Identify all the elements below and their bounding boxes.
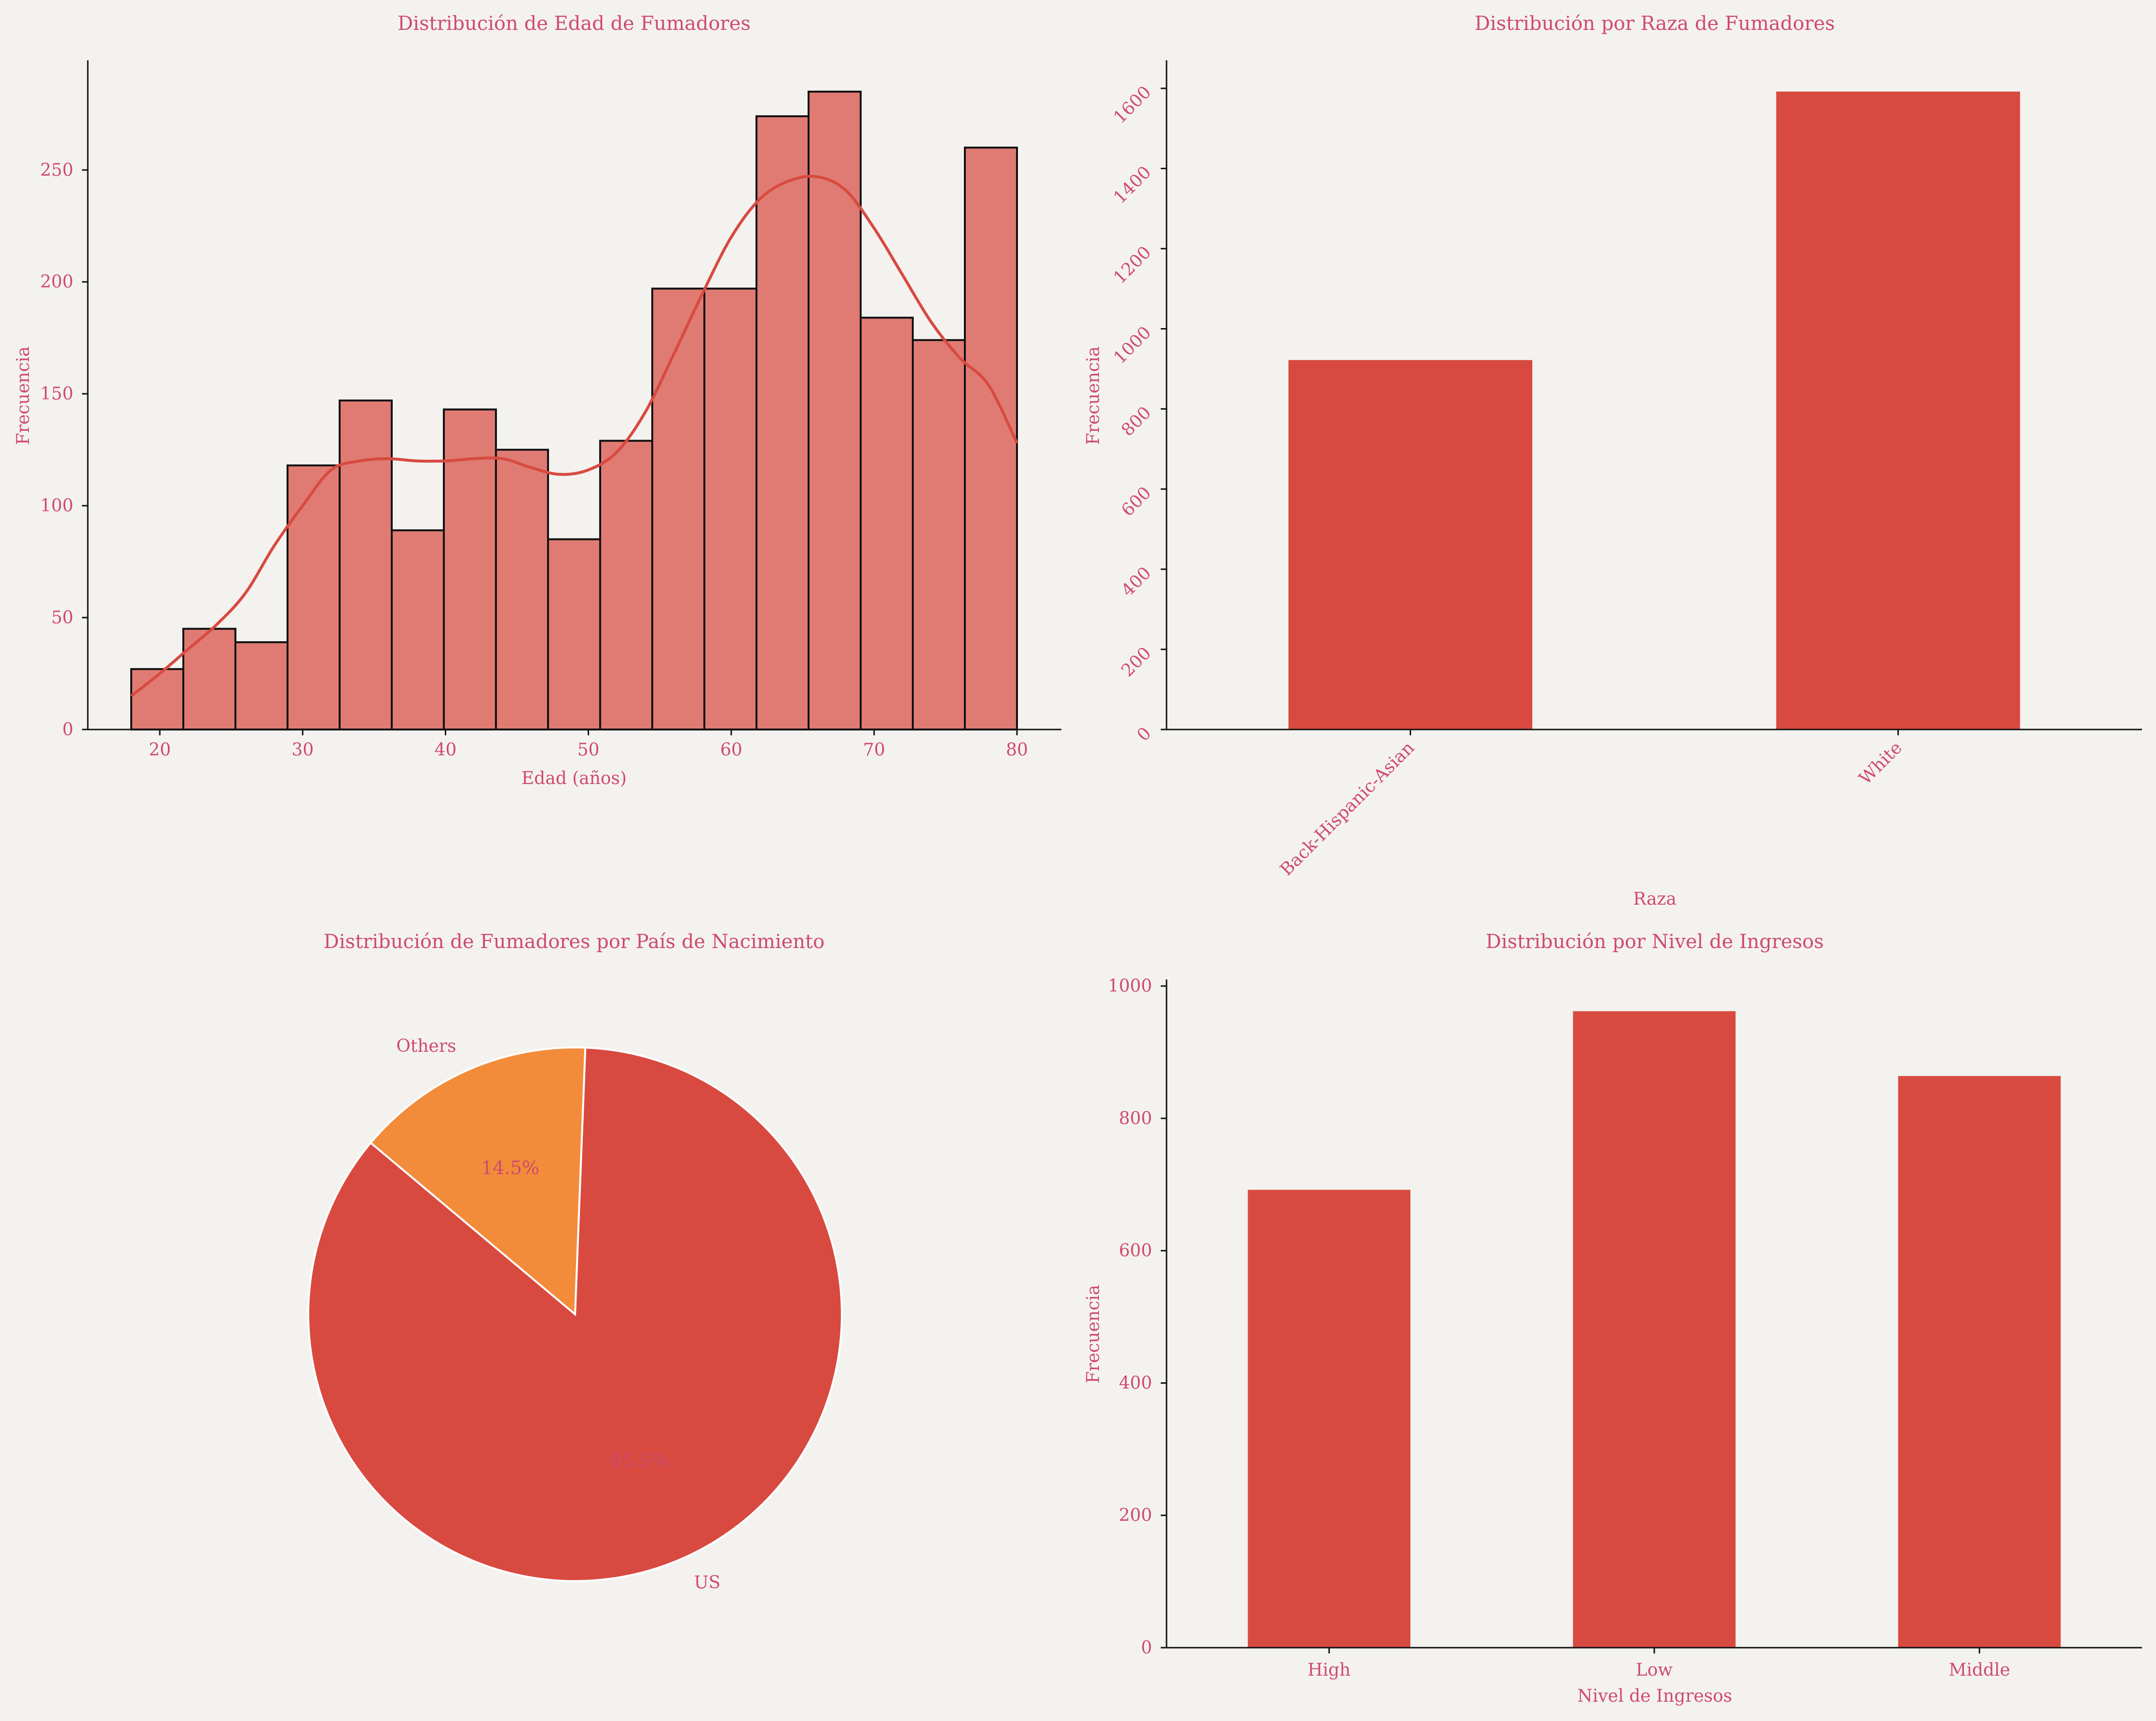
x-tick-label: 30 — [291, 740, 314, 760]
race-chart-title: Distribución por Raza de Fumadores — [1475, 13, 1835, 35]
x-tick-label: 40 — [435, 740, 457, 760]
age-x-ticks: 20 30 40 50 60 70 80 — [149, 730, 1028, 760]
histogram-bar — [912, 339, 966, 730]
age-histogram-panel: Distribución de Edad de Fumadores 20 30 40… — [14, 13, 1061, 788]
birth-country-pie-panel: Distribución de Fumadores por País de Na… — [307, 931, 843, 1593]
y-tick-label: 150 — [40, 384, 73, 404]
histogram-bar — [599, 440, 654, 730]
histogram-bar — [651, 288, 706, 730]
y-tick-label: 400 — [1118, 563, 1155, 601]
histogram-bar — [964, 146, 1018, 730]
income-bar-panel: Distribución por Nivel de Ingresos High L… — [1084, 931, 2142, 1706]
y-tick-label: 0 — [1141, 1638, 1152, 1658]
y-tick-label: 400 — [1119, 1373, 1152, 1393]
y-tick-label: 200 — [1118, 643, 1155, 681]
y-tick-label: 800 — [1119, 1109, 1152, 1129]
race-y-ticks: 0 200 400 600 800 1000 1200 1400 1600 — [1110, 83, 1167, 745]
x-tick-label: Middle — [1949, 1660, 2010, 1680]
histogram-bar — [338, 399, 393, 730]
x-tick-label: Back-Hispanic-Asian — [1277, 738, 1418, 880]
histogram-bar — [547, 538, 602, 731]
income-bar — [1898, 1076, 2061, 1648]
income-y-ticks: 0 200 400 600 800 1000 — [1108, 977, 1167, 1658]
y-tick-label: 1200 — [1110, 243, 1155, 288]
x-tick-label: 80 — [1006, 740, 1028, 760]
pie-slice — [369, 1046, 587, 1317]
age-kde-curve — [130, 175, 1018, 697]
histogram-bar — [808, 90, 862, 731]
y-tick-label: 600 — [1119, 1241, 1152, 1261]
histogram-bar — [130, 668, 184, 731]
race-y-axis-label: Frecuencia — [1084, 346, 1103, 445]
y-tick-label: 100 — [40, 496, 73, 516]
pie-slices: US 85.5% Others 14.5% — [307, 1036, 843, 1593]
pie-percent-label: 14.5% — [481, 1157, 539, 1179]
race-bar-panel: Distribución por Raza de Fumadores Back-… — [1084, 13, 2142, 909]
income-bar — [1573, 1011, 1736, 1648]
y-tick-label: 0 — [62, 720, 73, 740]
histogram-bar — [390, 529, 445, 731]
y-tick-label: 800 — [1118, 403, 1155, 441]
age-y-ticks: 0 50 100 150 200 250 — [40, 160, 88, 740]
histogram-bar — [703, 288, 758, 730]
x-tick-label: Low — [1636, 1660, 1673, 1680]
income-bars — [1248, 1011, 2061, 1648]
pie-chart-title: Distribución de Fumadores por País de Na… — [324, 931, 824, 953]
x-tick-label: White — [1855, 738, 1906, 788]
y-tick-label: 600 — [1118, 483, 1155, 521]
y-tick-label: 250 — [40, 160, 73, 180]
age-y-axis-label: Frecuencia — [14, 346, 33, 445]
age-x-axis-label: Edad (años) — [522, 769, 627, 788]
pie-percent-label: 85.5% — [611, 1450, 669, 1471]
y-tick-label: 200 — [1119, 1506, 1152, 1526]
histogram-bar — [494, 449, 549, 730]
x-tick-label: 60 — [720, 740, 742, 760]
histogram-bar — [182, 628, 236, 730]
income-x-axis-label: Nivel de Ingresos — [1578, 1686, 1732, 1706]
income-y-axis-label: Frecuencia — [1084, 1285, 1103, 1383]
histogram-bar — [442, 408, 497, 730]
histogram-bar — [860, 317, 914, 730]
y-tick-label: 1000 — [1110, 323, 1155, 368]
histogram-bar — [286, 464, 341, 730]
race-bars — [1288, 91, 2020, 730]
y-tick-label: 1400 — [1110, 163, 1155, 208]
y-tick-label: 200 — [40, 272, 73, 292]
histogram-bar — [755, 115, 810, 731]
income-x-ticks: High Low Middle — [1307, 1648, 2010, 1680]
age-histogram-title: Distribución de Edad de Fumadores — [398, 13, 751, 35]
y-tick-label: 50 — [51, 608, 73, 628]
race-bar — [1776, 91, 2020, 730]
pie-slice-label: Others — [396, 1036, 456, 1056]
y-tick-label: 1600 — [1110, 83, 1155, 128]
y-tick-label: 0 — [1133, 723, 1155, 745]
x-tick-label: High — [1307, 1660, 1350, 1680]
x-tick-label: 70 — [863, 740, 885, 760]
x-tick-label: 50 — [577, 740, 600, 760]
income-chart-title: Distribución por Nivel de Ingresos — [1486, 931, 1824, 953]
race-bar — [1288, 360, 1533, 730]
histogram-bar — [234, 641, 288, 730]
x-tick-label: 20 — [149, 740, 171, 760]
age-histogram-bars — [130, 90, 1018, 731]
pie-slice-label: US — [694, 1573, 720, 1593]
race-x-axis-label: Raza — [1633, 889, 1676, 909]
y-tick-label: 1000 — [1108, 977, 1152, 996]
race-x-ticks: Back-Hispanic-Asian White — [1277, 730, 1906, 880]
income-bar — [1248, 1190, 1411, 1648]
